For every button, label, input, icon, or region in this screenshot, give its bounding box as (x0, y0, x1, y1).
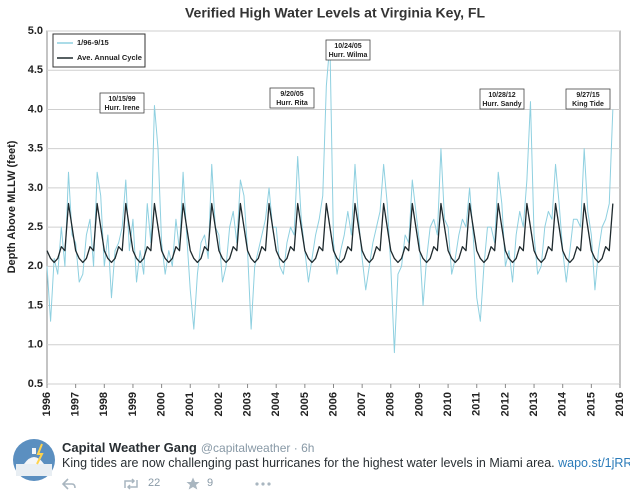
annotation-label: Hurr. Sandy (482, 101, 521, 108)
x-tick-label: 2008 (385, 392, 397, 416)
annotation: 10/28/12 Hurr. Sandy (479, 88, 525, 110)
author[interactable]: Capital Weather Gang @capitalweather · 6h (62, 440, 314, 455)
y-tick-label: 2.0 (28, 260, 43, 272)
x-tick-label: 2003 (241, 392, 253, 416)
x-tick-label: 2012 (499, 392, 511, 416)
series-line (46, 202, 614, 264)
legend-box (52, 33, 146, 68)
retweet-icon[interactable] (122, 478, 140, 490)
handle[interactable]: @capitalweather · 6h (200, 441, 315, 455)
tweet: Capital Weather Gang @capitalweather · 6h… (0, 430, 630, 495)
x-tick-label: 2006 (327, 392, 339, 416)
y-tick-label: 4.5 (28, 64, 43, 76)
retweet-count[interactable]: 22 (148, 477, 161, 489)
reply-icon[interactable] (62, 478, 76, 490)
x-tick-label: 2001 (184, 392, 196, 416)
annotation-date: 10/15/99 (108, 96, 135, 103)
tweet-link[interactable]: wapo.st/1jRR2CN (558, 456, 630, 470)
x-tick-label: 2011 (471, 392, 483, 416)
annotation: 10/24/05 Hurr. Wilma (325, 39, 371, 61)
like-icon[interactable] (186, 477, 200, 490)
legend-label: Ave. Annual Cycle (77, 53, 142, 62)
x-tick-label: 2014 (557, 391, 569, 416)
avatar[interactable] (12, 438, 56, 482)
y-tick-label: 1.0 (28, 339, 43, 351)
annotation-box (325, 39, 371, 61)
annotation-label: Hurr. Rita (276, 100, 308, 107)
annotation-box (479, 88, 525, 110)
y-tick-label: 1.5 (28, 299, 43, 311)
y-axis-label: Depth Above MLLW (feet) (6, 140, 18, 273)
annotation-label: Hurr. Wilma (329, 52, 368, 59)
annotation-date: 9/20/05 (280, 91, 303, 98)
x-tick-label: 2016 (614, 392, 626, 416)
author-name[interactable]: Capital Weather Gang (62, 440, 197, 455)
annotation: 9/20/05 Hurr. Rita (269, 87, 315, 109)
annotation-box (269, 87, 315, 109)
legend-label: 1/96-9/15 (77, 38, 109, 47)
annotation-box (565, 88, 611, 110)
x-tick-label: 2010 (442, 392, 454, 416)
y-tick-label: 4.0 (28, 103, 43, 115)
annotation: 10/15/99 Hurr. Irene (99, 92, 145, 114)
more-icon[interactable] (254, 481, 272, 487)
x-tick-label: 2013 (528, 392, 540, 416)
annotation-label: King Tide (572, 101, 604, 108)
annotation-box (99, 92, 145, 114)
x-tick-label: 2004 (270, 391, 282, 416)
x-tick-label: 2007 (356, 392, 368, 416)
x-tick-label: 1998 (98, 392, 110, 416)
annotation-date: 10/24/05 (334, 43, 361, 50)
x-tick-label: 2015 (585, 392, 597, 416)
annotation-date: 10/28/12 (488, 92, 515, 99)
y-tick-label: 5.0 (28, 25, 43, 37)
annotation-date: 9/27/15 (576, 92, 599, 99)
y-tick-label: 2.5 (28, 221, 43, 233)
tweet-body: King tides are now challenging past hurr… (62, 456, 630, 470)
x-tick-label: 1996 (41, 392, 53, 416)
x-tick-label: 2000 (156, 392, 168, 416)
x-tick-label: 2009 (413, 392, 425, 416)
x-tick-label: 1999 (127, 392, 139, 416)
chart: Verified High Water Levels at Virginia K… (6, 5, 626, 417)
y-tick-label: 3.5 (28, 143, 43, 155)
x-tick-label: 1997 (70, 392, 82, 416)
annotation: 9/27/15 King Tide (565, 88, 611, 110)
annotation-label: Hurr. Irene (104, 105, 139, 112)
y-tick-label: 3.0 (28, 182, 43, 194)
chart-title: Verified High Water Levels at Virginia K… (185, 5, 485, 21)
x-tick-label: 2002 (213, 392, 225, 416)
tweet-text: King tides are now challenging past hurr… (62, 456, 555, 470)
y-tick-label: 0.5 (28, 378, 43, 390)
like-count[interactable]: 9 (207, 477, 214, 489)
plot-area (46, 30, 621, 385)
x-tick-label: 2005 (299, 392, 311, 416)
